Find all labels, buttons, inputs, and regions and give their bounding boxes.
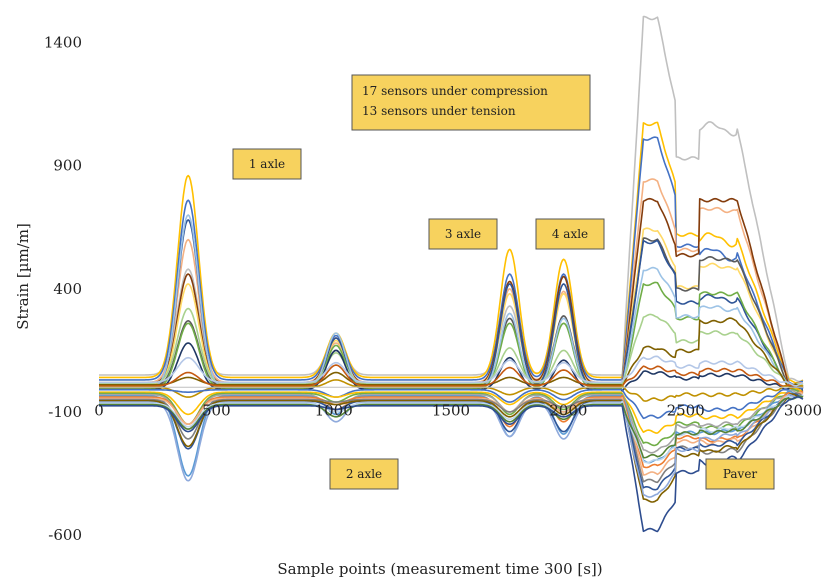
ann-sensors-text: 17 sensors under compression xyxy=(362,84,548,98)
series-line-24 xyxy=(99,392,804,484)
series-line-3 xyxy=(99,136,803,386)
series-line-18 xyxy=(99,387,804,434)
x-tick-label: 2000 xyxy=(549,401,587,419)
ann-3-axle-text: 3 axle xyxy=(445,227,481,241)
ann-paver-box xyxy=(705,458,775,490)
series-lines xyxy=(99,15,804,533)
ann-4-axle-text: 4 axle xyxy=(552,227,588,241)
ann-paver-annotation: Paver xyxy=(705,458,775,490)
x-tick-label: 0 xyxy=(94,401,104,419)
x-tick-label: 2500 xyxy=(667,401,705,419)
y-tick-label: 900 xyxy=(53,157,82,175)
series-line-19 xyxy=(99,388,804,447)
series-line-9 xyxy=(99,281,804,391)
ann-1-axle-annotation: 1 axle xyxy=(232,148,302,180)
series-line-15 xyxy=(99,355,804,387)
series-line-30 xyxy=(99,396,804,533)
series-line-14 xyxy=(99,364,804,389)
y-tick-label: -600 xyxy=(48,526,82,544)
x-axis-title: Sample points (measurement time 300 [s]) xyxy=(277,560,602,578)
y-tick-label: -100 xyxy=(48,403,82,421)
ann-4-axle-box xyxy=(535,218,605,250)
ann-2-axle-box xyxy=(329,458,399,490)
series-line-20 xyxy=(99,389,804,454)
series-line-2 xyxy=(99,121,804,384)
y-tick-label: 400 xyxy=(53,280,82,298)
y-axis-title: Strain [µm/m] xyxy=(14,223,32,330)
ann-sensors-box xyxy=(351,74,591,131)
series-line-23 xyxy=(99,391,804,476)
x-tick-label: 1000 xyxy=(315,401,353,419)
series-line-17 xyxy=(99,386,804,420)
ann-1-axle-text: 1 axle xyxy=(249,157,285,171)
x-tick-label: 500 xyxy=(202,401,231,419)
ann-1-axle-box xyxy=(232,148,302,180)
series-line-26 xyxy=(99,393,804,503)
series-line-29 xyxy=(99,395,804,459)
ann-2-axle-text: 2 axle xyxy=(346,467,382,481)
ann-3-axle-box xyxy=(428,218,498,250)
series-line-22 xyxy=(99,390,804,469)
x-tick-label: 3000 xyxy=(784,401,822,419)
ann-sensors-text: 13 sensors under tension xyxy=(362,104,516,118)
ann-sensors-annotation: 17 sensors under compression 13 sensors u… xyxy=(351,74,591,131)
series-line-28 xyxy=(99,394,804,464)
ann-2-axle-annotation: 2 axle xyxy=(329,458,399,490)
ann-paver-text: Paver xyxy=(723,467,758,481)
x-tick-label: 1500 xyxy=(432,401,470,419)
annotations: 1 axle 2 axle 3 axle 4 axle Paver 17 sensors … xyxy=(232,74,775,490)
ann-3-axle-annotation: 3 axle xyxy=(428,218,498,250)
ann-4-axle-annotation: 4 axle xyxy=(535,218,605,250)
tick-labels: -600 -100 400 900 1400 0 500 1000 1500 2000 2500 30… xyxy=(44,34,822,544)
y-tick-label: 1400 xyxy=(44,34,82,52)
series-line-12 xyxy=(99,317,804,389)
